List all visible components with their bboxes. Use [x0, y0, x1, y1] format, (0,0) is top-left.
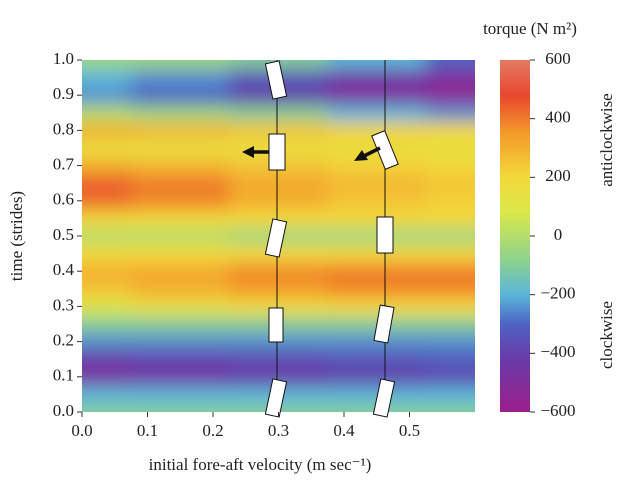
y-tick-label: 0.0	[53, 401, 74, 420]
heatmap-cell	[426, 386, 506, 404]
y-tick-label: 0.7	[53, 155, 75, 174]
heatmap-cell	[131, 174, 230, 192]
heatmap-cell	[131, 262, 230, 280]
heatmap-cell	[229, 104, 328, 122]
y-axis-label: time (strides)	[7, 191, 26, 281]
heatmap-cell	[328, 30, 427, 69]
colorbar-tick-label: −600	[540, 401, 575, 420]
x-axis-label: initial fore-aft velocity (m sec⁻¹)	[149, 455, 372, 474]
colorbar-tick-label: −400	[540, 342, 575, 361]
colorbar-title: torque (N m²)	[483, 19, 577, 38]
x-tick-label: 0.2	[202, 421, 223, 440]
y-tick-label: 0.1	[53, 366, 74, 385]
heatmap-cell	[131, 227, 230, 245]
heatmap-cell	[426, 157, 506, 175]
heatmap-cell	[426, 403, 506, 442]
heatmap-cell	[328, 262, 427, 280]
heatmap-cell	[328, 298, 427, 316]
heatmap-cell	[131, 86, 230, 104]
heatmap-cell	[426, 174, 506, 192]
heatmap-cell	[426, 368, 506, 386]
annotation: anticlockwise	[597, 93, 616, 186]
y-tick-label: 0.5	[53, 225, 74, 244]
y-tick-label: 0.4	[53, 260, 75, 279]
heatmap-cell	[426, 69, 506, 87]
heatmap-cell	[328, 157, 427, 175]
heatmap-cell	[131, 315, 230, 333]
colorbar-tick-label: −200	[540, 284, 575, 303]
heatmap-cell	[131, 368, 230, 386]
heatmap-cell	[426, 139, 506, 157]
y-tick-label: 0.6	[53, 190, 74, 209]
y-tick-label: 0.2	[53, 331, 74, 350]
heatmap-cell	[229, 280, 328, 298]
colorbar-tick-label: 0	[554, 225, 563, 244]
heatmap-cell	[426, 86, 506, 104]
heatmap-cell	[131, 157, 230, 175]
x-tick-label: 0.1	[137, 421, 158, 440]
colorbar-tick-label: 400	[545, 108, 571, 127]
heatmap-cell	[328, 104, 427, 122]
annotation: clockwise	[597, 301, 616, 369]
heatmap-cell	[426, 350, 506, 368]
heatmap-cell	[328, 174, 427, 192]
heatmap-cell	[131, 69, 230, 87]
heatmap-cell	[426, 315, 506, 333]
y-tick-label: 1.0	[53, 49, 74, 68]
heatmap-cell	[131, 139, 230, 157]
heatmap-cell	[328, 86, 427, 104]
x-tick-label: 0.0	[71, 421, 92, 440]
heatmap-cell	[328, 192, 427, 210]
x-tick-label: 0.3	[268, 421, 289, 440]
heatmap-cell	[131, 104, 230, 122]
heatmap-cell	[426, 227, 506, 245]
heatmap-cell	[426, 262, 506, 280]
colorbar	[500, 60, 530, 412]
heatmap-cell	[229, 262, 328, 280]
heatmap-cell	[426, 280, 506, 298]
heatmap-cell	[426, 210, 506, 228]
colorbar-tick-label: 600	[545, 49, 571, 68]
heatmap-cell	[131, 30, 230, 69]
heatmap-cell	[131, 386, 230, 404]
heatmap-cell	[131, 122, 230, 140]
heatmap-cell	[131, 298, 230, 316]
heatmap-cell	[328, 280, 427, 298]
heatmap-cell	[328, 69, 427, 87]
heatmap-cell	[426, 245, 506, 263]
x-tick-label: 0.4	[333, 421, 355, 440]
heatmap-cell	[131, 245, 230, 263]
x-tick-label: 0.5	[399, 421, 420, 440]
y-tick-label: 0.9	[53, 84, 74, 103]
heatmap-cell	[426, 298, 506, 316]
y-tick-label: 0.3	[53, 295, 74, 314]
colorbar-tick-label: 200	[545, 166, 571, 185]
heatmap-cell	[131, 192, 230, 210]
heatmap-cell	[131, 350, 230, 368]
heatmap-cell	[131, 333, 230, 351]
heatmap-cell	[426, 192, 506, 210]
heatmap-cell	[131, 280, 230, 298]
heatmap-cell	[426, 122, 506, 140]
heatmap-cell	[229, 174, 328, 192]
heatmap-cell	[328, 368, 427, 386]
heatmap-cell	[426, 104, 506, 122]
heatmap-cell	[229, 192, 328, 210]
heatmap-cell	[426, 333, 506, 351]
heatmap-cell	[131, 210, 230, 228]
y-tick-label: 0.8	[53, 119, 74, 138]
heatmap-cell	[229, 350, 328, 368]
heatmap-cell	[328, 350, 427, 368]
